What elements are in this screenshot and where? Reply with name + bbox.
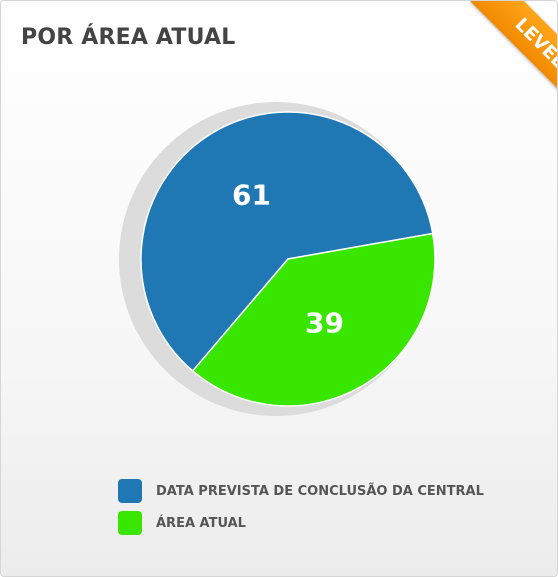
pie-data-labels: 61 39 xyxy=(232,179,344,340)
pie-chart: 61 39 xyxy=(119,102,436,416)
legend-label: DATA PREVISTA DE CONCLUSÃO DA CENTRAL xyxy=(156,483,484,499)
pie-data-label: 61 xyxy=(232,179,271,212)
legend-item[interactable]: ÁREA ATUAL xyxy=(118,507,484,539)
legend-label: ÁREA ATUAL xyxy=(156,515,246,531)
legend-swatch xyxy=(118,479,142,503)
pie-slice[interactable] xyxy=(140,111,434,373)
legend-item[interactable]: DATA PREVISTA DE CONCLUSÃO DA CENTRAL xyxy=(118,475,484,507)
chart-legend: DATA PREVISTA DE CONCLUSÃO DA CENTRAL ÁR… xyxy=(118,475,484,539)
card-title: POR ÁREA ATUAL xyxy=(21,25,236,50)
pie-slices xyxy=(140,111,436,407)
pie-data-label: 39 xyxy=(305,306,344,339)
legend-swatch xyxy=(118,511,142,535)
pie-slice[interactable] xyxy=(191,232,436,407)
